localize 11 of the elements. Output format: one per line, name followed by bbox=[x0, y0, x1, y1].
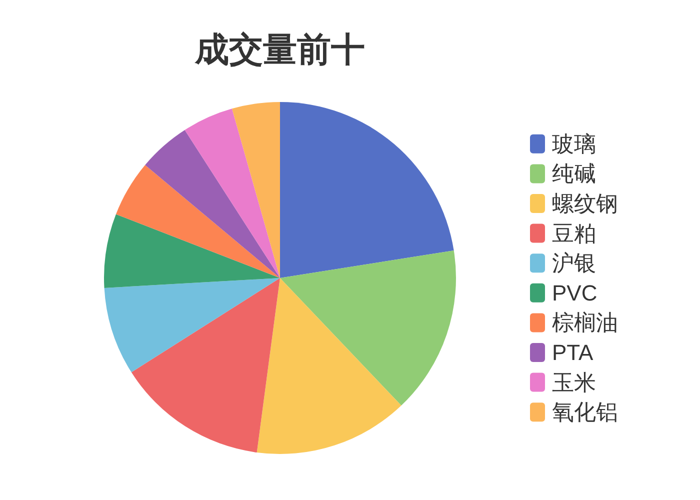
legend-label: 豆粕 bbox=[552, 220, 596, 246]
title: 成交量前十 bbox=[195, 31, 365, 69]
legend-label: 螺纹钢 bbox=[552, 191, 618, 216]
legend-label: 纯碱 bbox=[552, 161, 596, 186]
legend-label: 氧化铝 bbox=[552, 400, 618, 425]
legend-label: PTA bbox=[552, 340, 594, 365]
legend-label: 棕榈油 bbox=[552, 310, 618, 336]
legend-label: 玻璃 bbox=[552, 131, 596, 156]
legend-label: 沪银 bbox=[552, 250, 596, 276]
legend-label: 玉米 bbox=[552, 370, 596, 395]
legend-label: PVC bbox=[552, 280, 598, 306]
